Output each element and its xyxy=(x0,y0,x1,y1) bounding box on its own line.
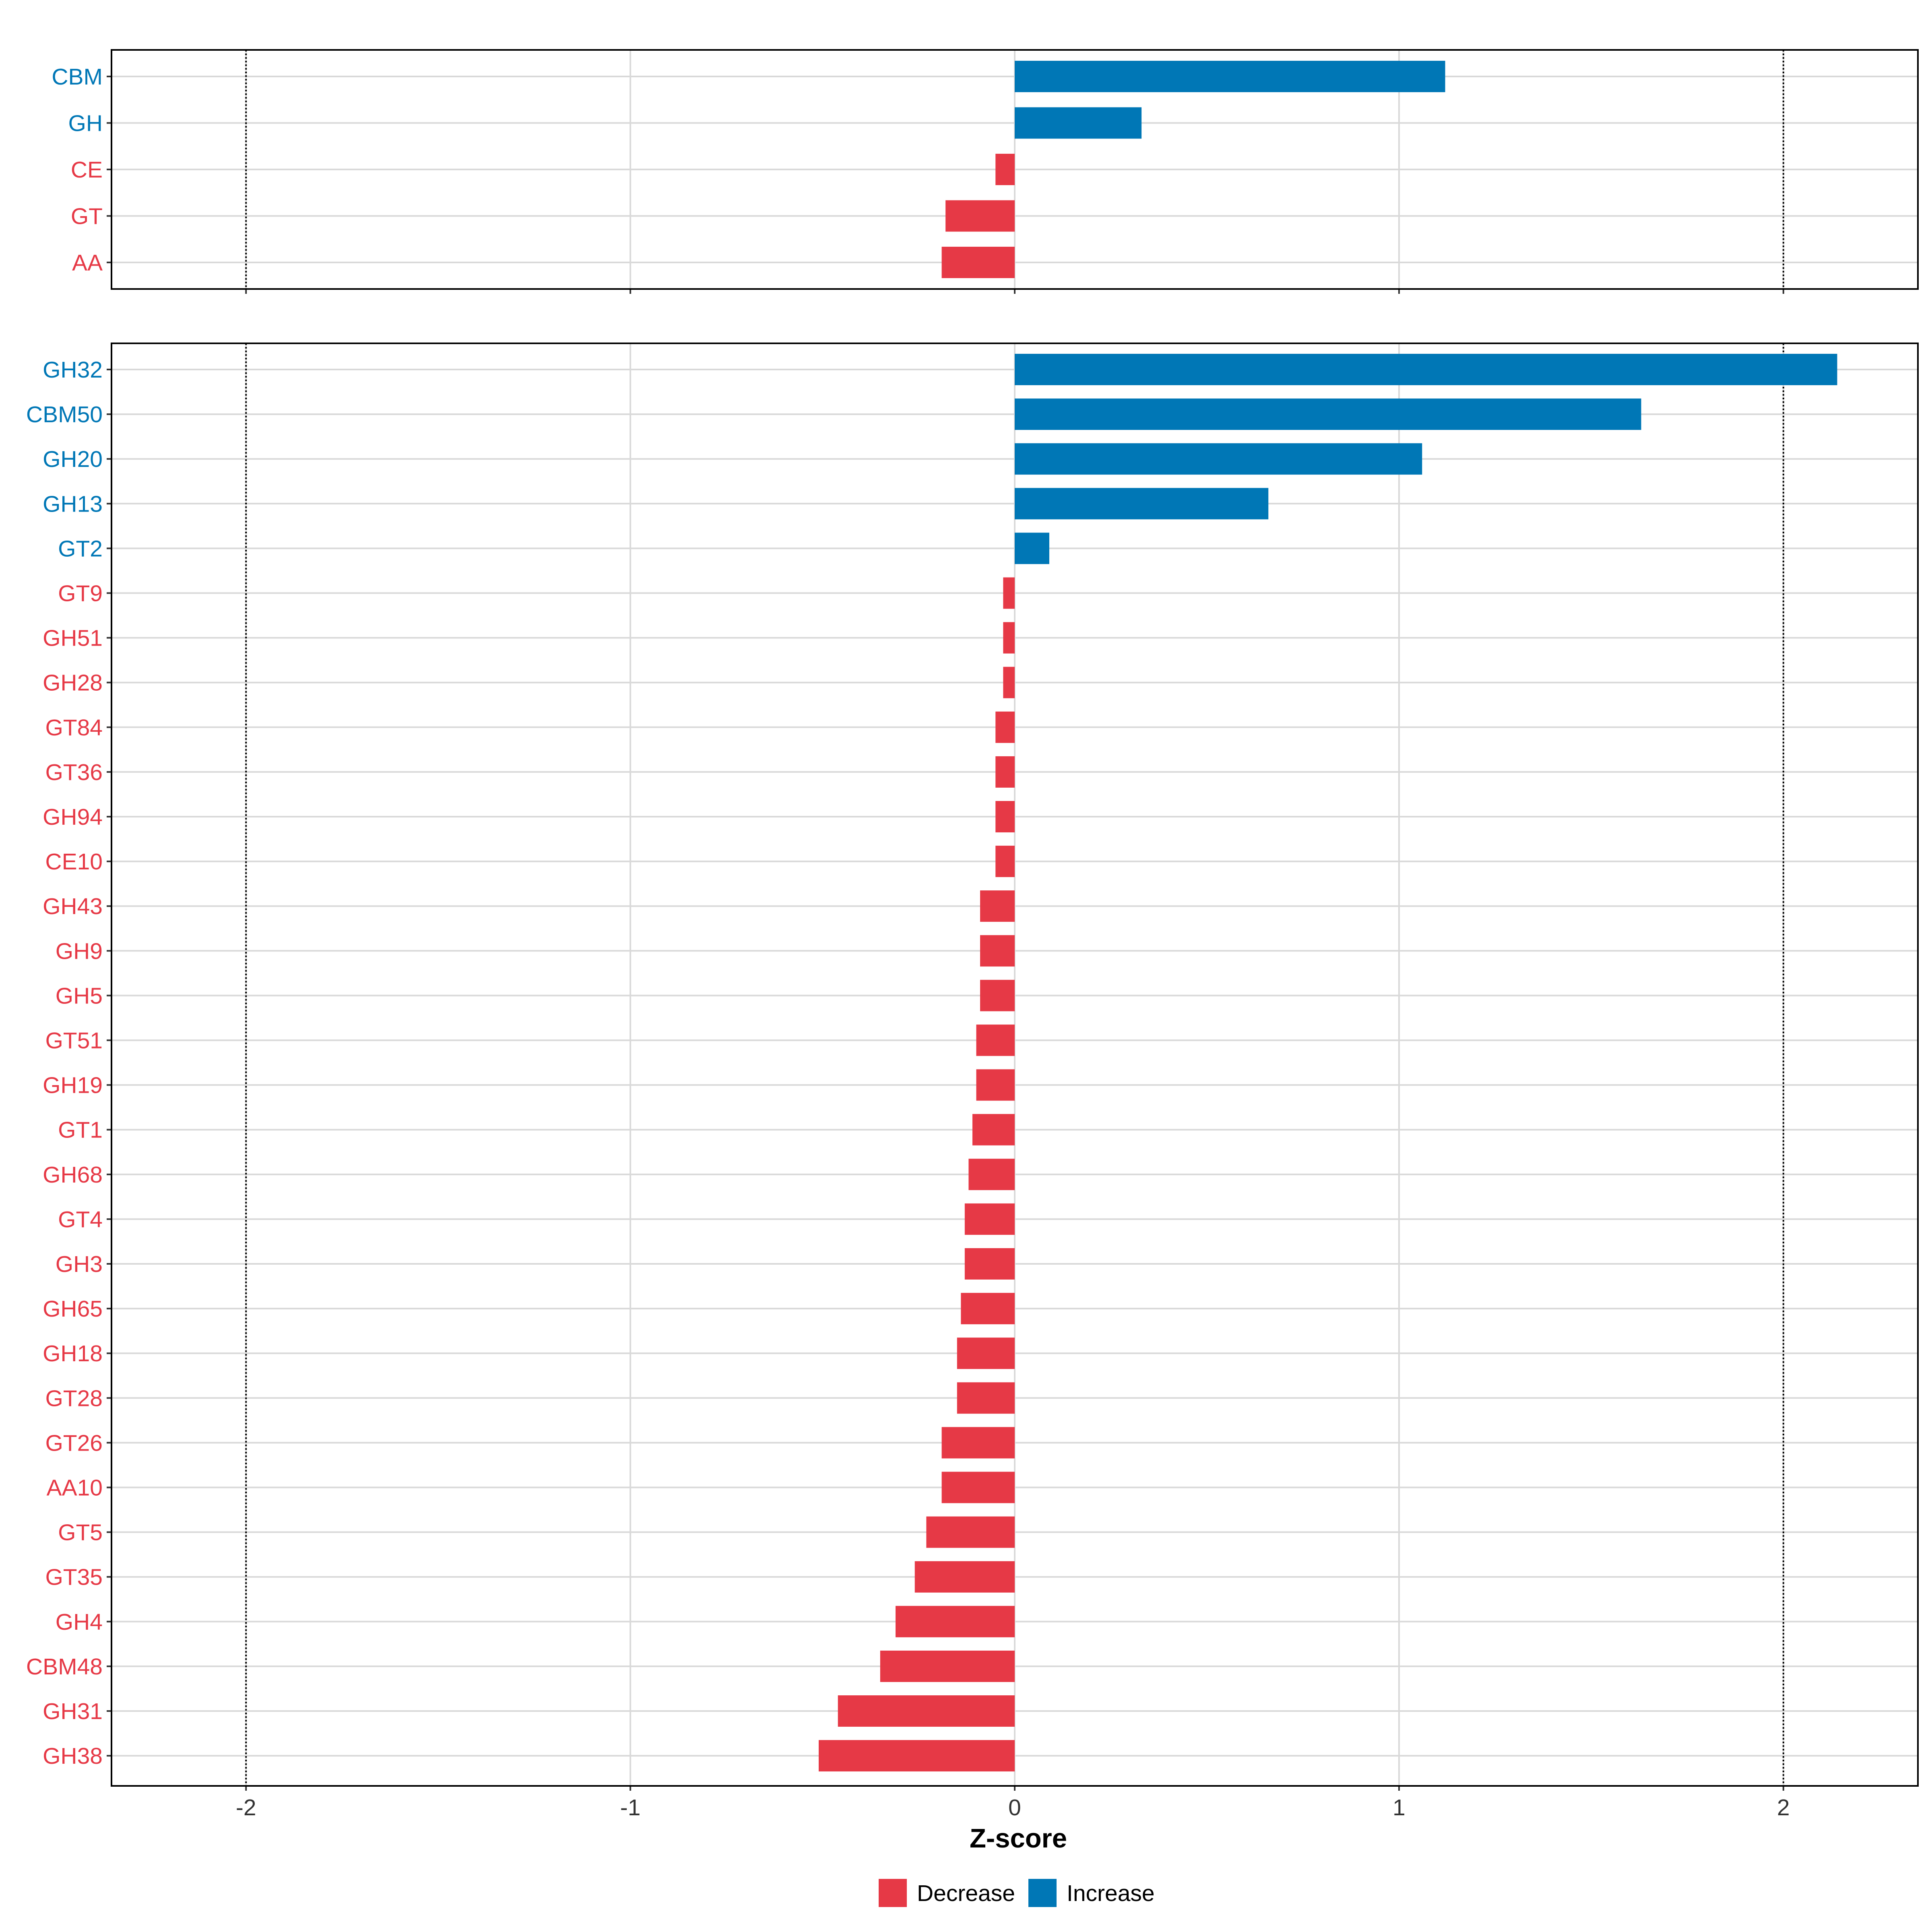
bar-gh20 xyxy=(1015,443,1422,475)
legend-swatch-decrease xyxy=(879,1879,907,1907)
y-label-gh94: GH94 xyxy=(43,804,103,830)
bar-gt36 xyxy=(995,756,1015,788)
panel-border xyxy=(111,49,1919,290)
y-label-gh31: GH31 xyxy=(43,1699,103,1724)
bar-gh19 xyxy=(976,1069,1015,1101)
bar-gh38 xyxy=(819,1740,1015,1772)
bar-gh xyxy=(1015,107,1142,139)
y-label-cbm50: CBM50 xyxy=(26,402,103,427)
x-axis: -2 -1 0 1 2 xyxy=(236,1795,1790,1821)
bar-gh94 xyxy=(995,801,1015,832)
y-label-ce10: CE10 xyxy=(45,849,103,875)
y-label-gh32: GH32 xyxy=(43,357,103,383)
bar-gh68 xyxy=(968,1158,1015,1190)
bar-gh65 xyxy=(961,1293,1015,1325)
bar-gt2 xyxy=(1015,533,1049,564)
bar-gh51 xyxy=(1003,622,1015,654)
y-label-gh3: GH3 xyxy=(56,1251,103,1277)
y-label-gt1: GT1 xyxy=(58,1117,103,1143)
y-label-gt36: GT36 xyxy=(45,760,103,785)
bar-ce xyxy=(995,154,1015,185)
bar-gt4 xyxy=(964,1203,1015,1235)
y-label-gh19: GH19 xyxy=(43,1073,103,1098)
bar-gh18 xyxy=(957,1338,1015,1369)
bar-cbm xyxy=(1015,61,1445,92)
x-tick-label: 2 xyxy=(1777,1795,1790,1821)
bar-gh5 xyxy=(980,980,1015,1011)
y-label-gh65: GH65 xyxy=(43,1296,103,1322)
y-label-gt5: GT5 xyxy=(58,1520,103,1546)
y-label-gh38: GH38 xyxy=(43,1743,103,1769)
y-label-gt84: GT84 xyxy=(45,715,103,741)
y-label-gt: GT xyxy=(71,204,103,229)
bar-gh13 xyxy=(1015,488,1269,520)
y-label-gt28: GT28 xyxy=(45,1385,103,1411)
bar-gh4 xyxy=(895,1606,1015,1637)
panel-border xyxy=(111,343,1919,1787)
x-tick-label: 0 xyxy=(1008,1795,1021,1821)
bar-gt9 xyxy=(1003,577,1015,609)
bar-cbm50 xyxy=(1015,398,1641,430)
legend: Decrease Increase xyxy=(879,1879,1155,1907)
panel-class-level: CBM GH CE GT AA xyxy=(52,49,1919,294)
bar-gt xyxy=(945,200,1015,232)
bar-gh9 xyxy=(980,935,1015,967)
y-label-gh13: GH13 xyxy=(43,491,103,517)
y-label-aa: AA xyxy=(72,250,103,276)
y-label-gh9: GH9 xyxy=(56,938,103,964)
bar-aa xyxy=(941,247,1015,278)
x-tick-label: -1 xyxy=(620,1795,641,1821)
y-label-gh20: GH20 xyxy=(43,446,103,472)
x-tick-label: -2 xyxy=(236,1795,256,1821)
panel-family-level: GH32 CBM50 GH20 GH13 GT2 GT9 GH51 GH28 GT84 GT36 G… xyxy=(26,343,1919,1791)
bar-gt26 xyxy=(941,1427,1015,1459)
y-label-cbm: CBM xyxy=(52,64,103,90)
bar-gt35 xyxy=(914,1561,1015,1593)
bar-ce10 xyxy=(995,846,1015,877)
y-label-ce: CE xyxy=(71,157,103,183)
x-tick-label: 1 xyxy=(1393,1795,1406,1821)
y-label-gt4: GT4 xyxy=(58,1207,103,1232)
y-label-gt2: GT2 xyxy=(58,536,103,561)
y-label-cbm48: CBM48 xyxy=(26,1654,103,1680)
legend-swatch-increase xyxy=(1028,1879,1057,1907)
y-label-gt26: GT26 xyxy=(45,1430,103,1456)
y-label-gh28: GH28 xyxy=(43,670,103,696)
bar-gh28 xyxy=(1003,667,1015,698)
y-label-gt9: GT9 xyxy=(58,581,103,607)
bar-gt84 xyxy=(995,711,1015,743)
legend-label-increase: Increase xyxy=(1067,1880,1155,1906)
bar-cbm48 xyxy=(880,1650,1015,1682)
bar-gh31 xyxy=(838,1695,1015,1727)
y-label-gt51: GT51 xyxy=(45,1028,103,1054)
bar-gh3 xyxy=(964,1248,1015,1280)
bar-gh32 xyxy=(1015,354,1837,385)
bar-gh43 xyxy=(980,890,1015,922)
y-label-gh51: GH51 xyxy=(43,625,103,651)
bar-gt51 xyxy=(976,1024,1015,1056)
y-label-gh5: GH5 xyxy=(56,983,103,1009)
y-label-gh: GH xyxy=(68,111,103,136)
y-label-gt35: GT35 xyxy=(45,1565,103,1590)
bar-aa10 xyxy=(941,1472,1015,1503)
bar-gt28 xyxy=(957,1382,1015,1414)
y-label-aa10: AA10 xyxy=(47,1475,103,1501)
y-label-gh68: GH68 xyxy=(43,1162,103,1188)
y-label-gh18: GH18 xyxy=(43,1341,103,1366)
legend-label-decrease: Decrease xyxy=(917,1880,1015,1906)
y-label-gh4: GH4 xyxy=(56,1609,103,1635)
bar-gt1 xyxy=(972,1114,1015,1146)
x-axis-title: Z-score xyxy=(970,1823,1067,1854)
bar-gt5 xyxy=(926,1516,1015,1548)
y-label-gh43: GH43 xyxy=(43,894,103,919)
chart-panels: CBMGHCEGTAAGH32CBM50GH20GH13GT2GT9GH51GH… xyxy=(26,49,1919,1791)
